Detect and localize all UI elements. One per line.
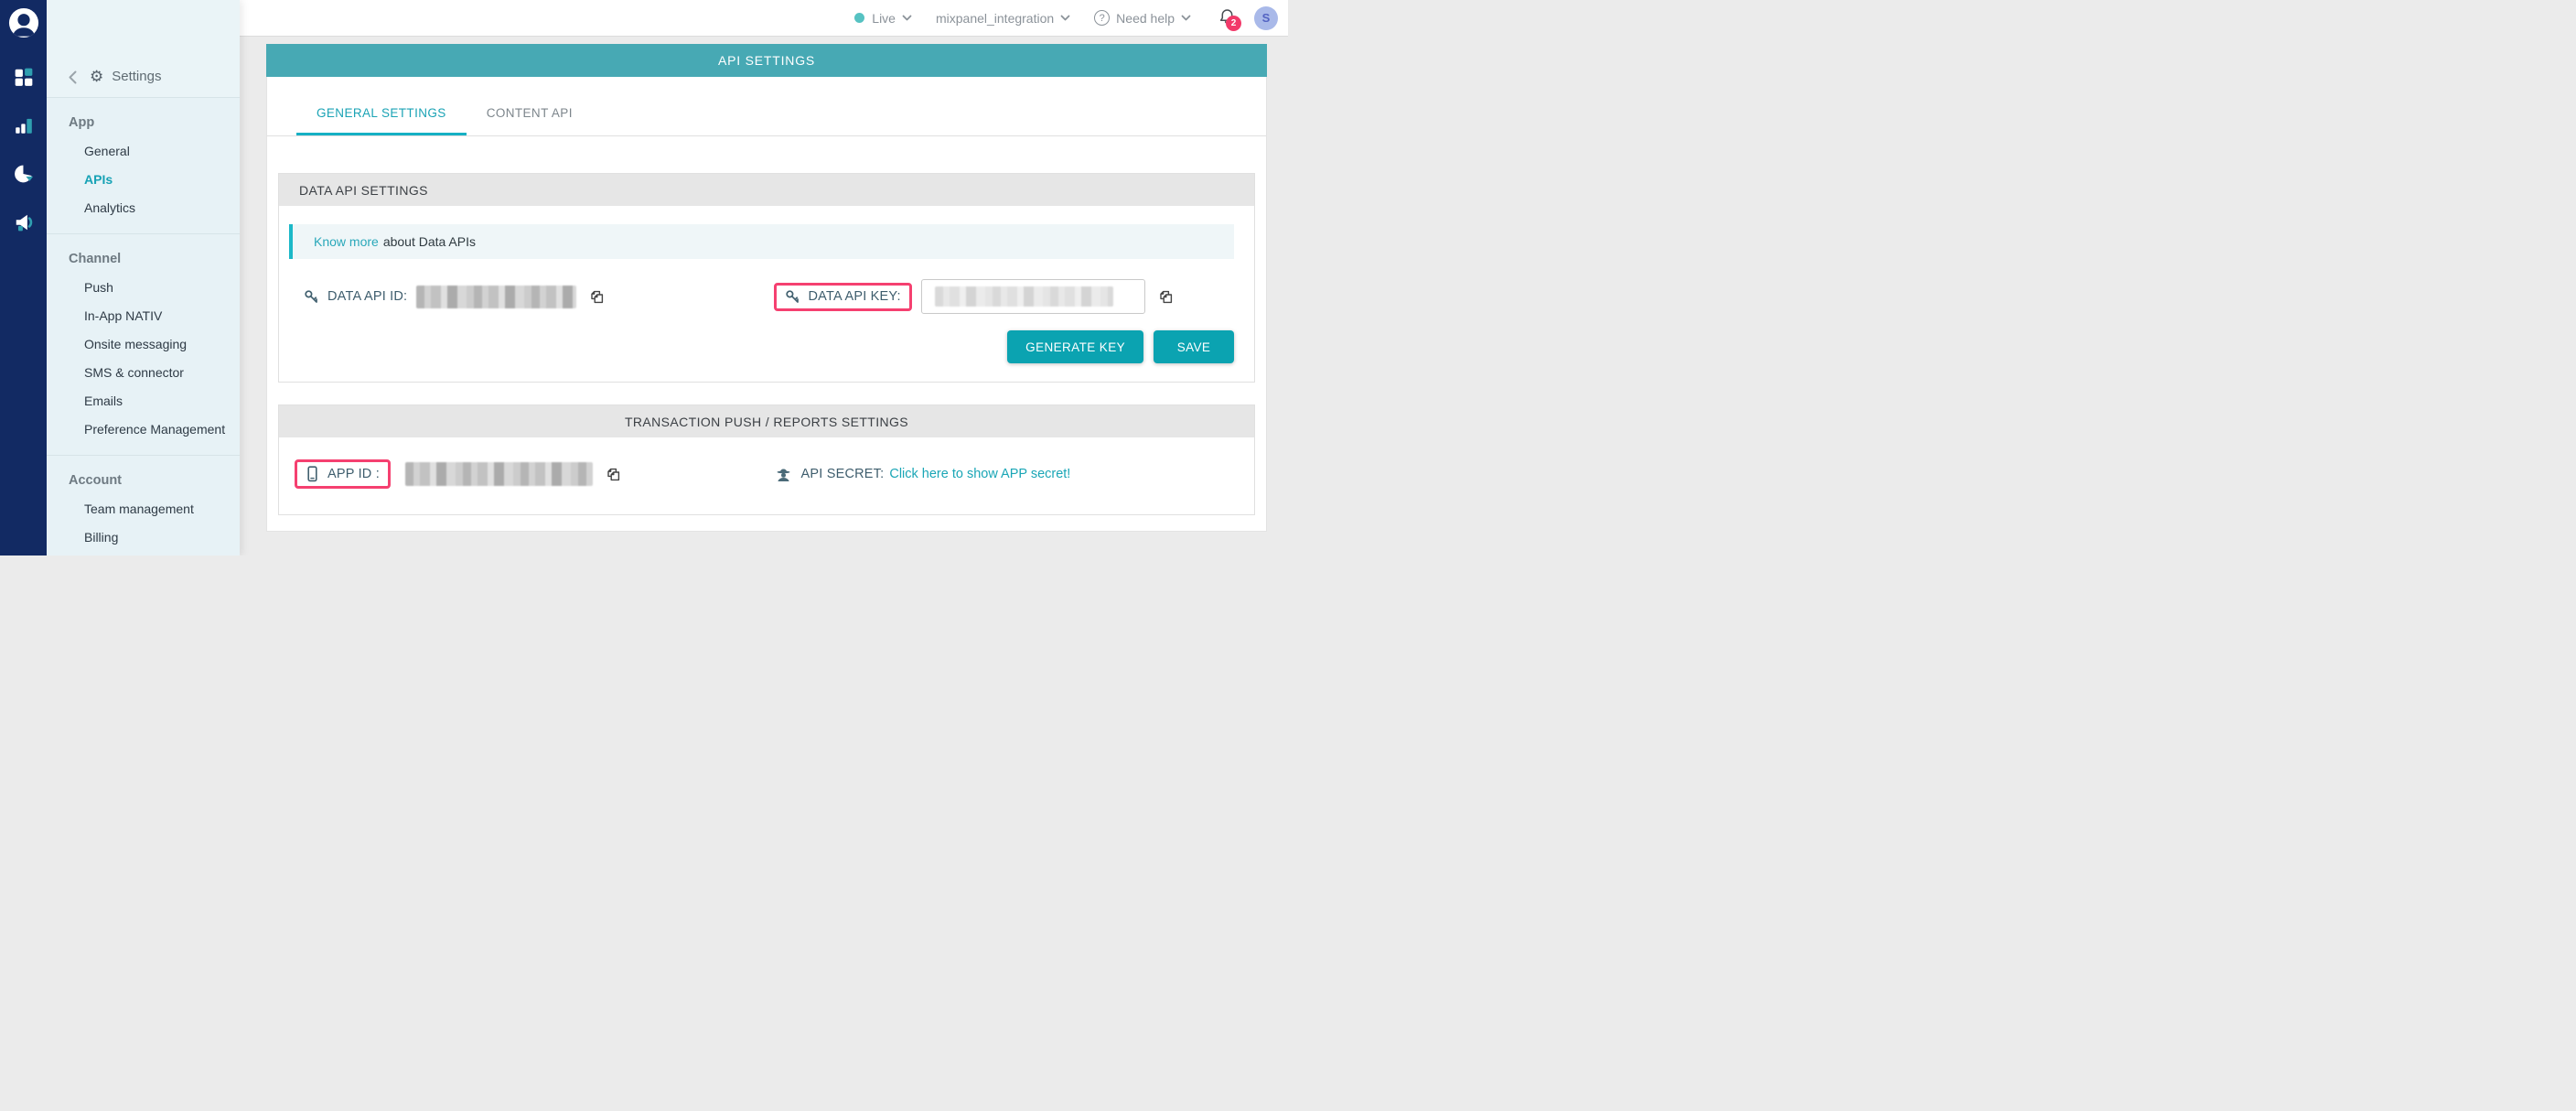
campaigns-megaphone-icon[interactable]: [14, 212, 34, 237]
sidebar-item-push[interactable]: Push: [84, 280, 113, 295]
sidebar-item-inapp-nativ[interactable]: In-App NATIV: [84, 308, 163, 323]
chevron-down-icon: [1181, 15, 1191, 21]
mobile-phone-icon: [306, 466, 319, 482]
app-id-highlight-box: APP ID :: [295, 459, 391, 489]
app-id-label: APP ID :: [327, 467, 380, 481]
analytics-bar-chart-icon[interactable]: [14, 115, 34, 140]
sidebar-item-sms-connector[interactable]: SMS & connector: [84, 365, 184, 380]
spy-secret-icon: [775, 466, 792, 483]
data-api-key-label: DATA API KEY:: [808, 289, 901, 304]
section-header-app: App: [69, 115, 95, 130]
info-banner-text: about Data APIs: [382, 234, 476, 249]
data-api-settings-header: DATA API SETTINGS: [279, 174, 1254, 206]
sidebar-section-channel: Channel Push In-App NATIV Onsite messagi…: [47, 233, 240, 455]
sidebar-item-analytics[interactable]: Analytics: [84, 200, 136, 215]
nav-rail: [0, 0, 47, 556]
project-selector[interactable]: mixpanel_integration: [936, 11, 1070, 26]
app-root: ⚙ Settings App General APIs Analytics Ch…: [0, 0, 1288, 556]
data-api-settings-body: Know more about Data APIs: [279, 206, 1254, 382]
settings-sidebar: ⚙ Settings App General APIs Analytics Ch…: [47, 0, 240, 556]
gear-icon: ⚙: [90, 68, 104, 85]
key-icon: [304, 289, 319, 305]
page-title: API SETTINGS: [717, 53, 816, 68]
dashboard-grid-icon[interactable]: [14, 67, 34, 92]
know-more-link[interactable]: Know more: [314, 234, 379, 249]
show-app-secret-link[interactable]: Click here to show APP secret!: [889, 467, 1071, 481]
generate-key-button[interactable]: GENERATE KEY: [1007, 330, 1143, 363]
main-area: Live mixpanel_integration ? Need help: [240, 0, 1288, 556]
transaction-settings-title: TRANSACTION PUSH / REPORTS SETTINGS: [624, 414, 909, 429]
data-api-key-input[interactable]: [920, 279, 1145, 314]
netcore-logo[interactable]: [8, 7, 39, 43]
copy-icon[interactable]: [606, 467, 621, 482]
environment-label: Live: [872, 10, 896, 26]
tab-general-settings[interactable]: GENERAL SETTINGS: [296, 93, 467, 135]
api-id-key-row: DATA API ID:: [289, 279, 1234, 314]
data-api-key-group: DATA API KEY:: [765, 279, 1235, 314]
segments-pie-chart-icon[interactable]: [14, 164, 34, 189]
data-api-id-group: DATA API ID:: [289, 285, 765, 308]
key-icon: [785, 289, 800, 305]
tab-bar: GENERAL SETTINGS CONTENT API: [267, 77, 1266, 136]
project-name: mixpanel_integration: [935, 10, 1055, 26]
user-avatar[interactable]: S: [1254, 5, 1278, 30]
sidebar-item-apis[interactable]: APIs: [84, 172, 113, 187]
sidebar-item-preference-management[interactable]: Preference Management: [84, 422, 226, 437]
transaction-settings-body: APP ID :: [279, 437, 1254, 514]
sidebar-title: Settings: [112, 69, 162, 84]
notifications-bell[interactable]: 2: [1218, 8, 1241, 31]
sidebar-item-onsite-messaging[interactable]: Onsite messaging: [84, 337, 188, 351]
top-bar: Live mixpanel_integration ? Need help: [240, 0, 1288, 37]
transaction-settings-header: TRANSACTION PUSH / REPORTS SETTINGS: [279, 405, 1254, 437]
info-banner: Know more about Data APIs: [289, 224, 1234, 259]
sidebar-header: ⚙ Settings: [47, 0, 240, 98]
app-id-group: APP ID :: [289, 459, 755, 489]
back-chevron-icon[interactable]: [69, 70, 77, 84]
action-buttons-row: GENERATE KEY SAVE: [289, 330, 1234, 363]
api-secret-group: API SECRET: Click here to show APP secre…: [755, 466, 1235, 483]
data-api-id-redacted-value: [416, 285, 577, 308]
section-header-account: Account: [69, 473, 122, 488]
section-header-channel: Channel: [69, 252, 122, 266]
chevron-down-icon: [1060, 15, 1070, 21]
tab-content-api[interactable]: CONTENT API: [486, 106, 573, 120]
help-menu[interactable]: ? Need help: [1094, 10, 1191, 26]
sidebar-item-emails[interactable]: Emails: [84, 394, 123, 408]
live-status-dot: [854, 13, 865, 23]
data-api-settings-section: DATA API SETTINGS Know more about Data A…: [278, 173, 1255, 383]
sidebar-item-billing[interactable]: Billing: [84, 530, 119, 545]
question-circle-icon: ?: [1094, 10, 1111, 26]
api-secret-label: API SECRET:: [800, 467, 885, 481]
chevron-down-icon: [902, 15, 912, 21]
environment-selector[interactable]: Live: [854, 11, 912, 26]
transaction-settings-section: TRANSACTION PUSH / REPORTS SETTINGS: [278, 404, 1255, 515]
sidebar-item-general[interactable]: General: [84, 144, 130, 158]
data-api-key-highlight-box: DATA API KEY:: [773, 282, 912, 311]
sidebar-section-app: App General APIs Analytics: [47, 98, 240, 233]
notification-count-badge: 2: [1226, 15, 1241, 31]
page-content: API SETTINGS GENERAL SETTINGS CONTENT AP…: [240, 37, 1288, 532]
settings-card: GENERAL SETTINGS CONTENT API DATA API SE…: [266, 77, 1267, 532]
help-label: Need help: [1116, 10, 1175, 26]
data-api-id-label: DATA API ID:: [327, 289, 408, 304]
sidebar-item-team-management[interactable]: Team management: [84, 502, 194, 516]
sidebar-section-account: Account Team management Billing: [47, 455, 240, 556]
app-id-redacted-value: [404, 462, 593, 486]
copy-icon[interactable]: [589, 289, 605, 305]
page-title-banner: API SETTINGS: [266, 44, 1267, 77]
copy-icon[interactable]: [1158, 289, 1174, 305]
data-api-settings-title: DATA API SETTINGS: [299, 182, 428, 198]
save-button[interactable]: SAVE: [1154, 330, 1234, 363]
data-api-key-redacted-value: [934, 286, 1113, 307]
app-id-secret-row: APP ID :: [289, 459, 1234, 489]
